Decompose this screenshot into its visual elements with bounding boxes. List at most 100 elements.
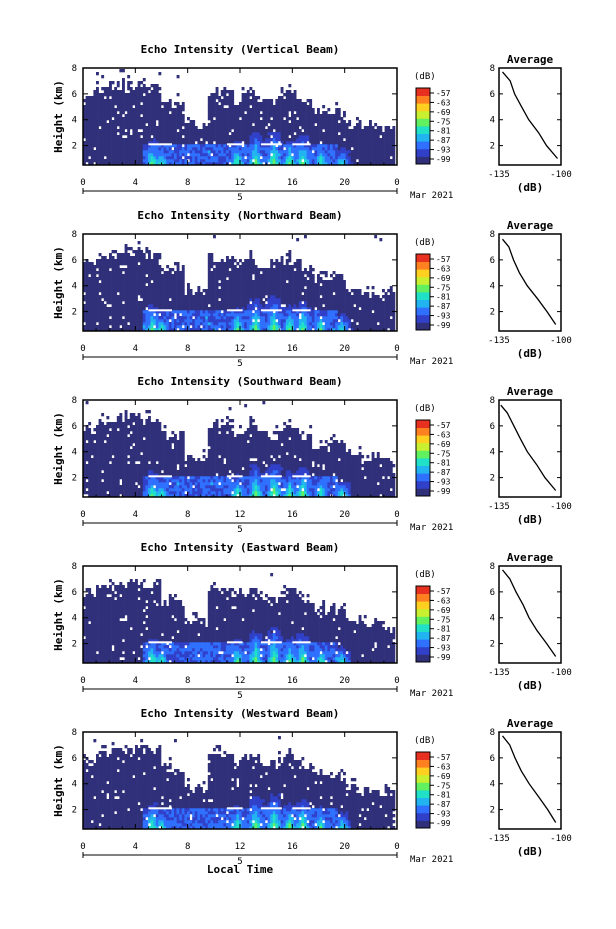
heatmap-cell [291,277,294,281]
heatmap-cell [376,132,380,136]
heatmap-cell [153,129,157,133]
heatmap-cell [348,292,352,296]
heatmap-cell [90,138,94,142]
heatmap-cell [278,319,281,323]
heatmap-cell [166,265,170,269]
heatmap-cell [153,310,157,314]
heatmap-cell [262,132,266,136]
heatmap-cell [296,238,300,242]
heatmap-cell [171,307,175,311]
heatmap-cell [298,129,302,133]
heatmap-cell [335,298,339,302]
heatmap-cell [267,141,271,145]
heatmap-cell [101,271,105,275]
heatmap-cell [168,313,172,317]
heatmap-cell [114,111,118,115]
heatmap-cell [174,301,177,305]
heatmap-cell [283,322,287,326]
heatmap-cell [340,120,344,124]
heatmap-cell [293,117,297,121]
heatmap-cell [155,147,159,151]
heatmap-cell [223,150,227,154]
y-tick-label: 2 [72,142,77,152]
heatmap-cell [124,256,128,260]
heatmap-cell [155,111,159,115]
heatmap-cell [335,135,339,139]
heatmap-cell [101,120,105,124]
heatmap-cell [189,153,193,157]
heatmap-cell [161,141,164,145]
heatmap-cell [265,138,268,142]
heatmap-cell [288,253,292,257]
heatmap-cell [103,280,107,284]
heatmap-cell [166,283,170,287]
heatmap-cell [332,283,336,287]
heatmap-cell [249,93,253,97]
heatmap-cell [111,325,115,329]
heatmap-cell [218,141,222,145]
heatmap-cell [127,159,131,163]
heatmap-cell [166,301,170,305]
heatmap-cell [168,150,172,154]
heatmap-cell [366,298,370,302]
heatmap-cell [361,307,365,311]
heatmap-cell [233,132,237,136]
heatmap-cell [127,141,131,145]
heatmap-cell [254,120,258,124]
heatmap-cell [158,298,162,302]
heatmap-cell [140,304,144,308]
heatmap-cell [275,153,279,157]
heatmap-cell [246,316,250,320]
heatmap-cell [319,123,323,127]
heatmap-cell [291,129,294,133]
heatmap-cell [317,153,320,157]
heatmap-cell [332,144,336,148]
heatmap-cell [330,129,333,133]
heatmap-cell [163,132,167,136]
heatmap-cell [317,295,320,299]
heatmap-cell [301,328,305,332]
heatmap-cell [181,289,185,293]
heatmap-cell [254,129,258,133]
heatmap-cell [103,150,107,154]
heatmap-cell [278,123,281,127]
heatmap-cell [215,144,219,148]
heatmap-cell [103,162,107,166]
heatmap-cell [241,295,245,299]
heatmap-cell [283,126,287,130]
heatmap-cell [114,250,118,254]
heatmap-cell [111,301,115,305]
heatmap-cell [142,292,146,296]
heatmap-cell [132,298,136,302]
heatmap-cell [304,132,307,136]
heatmap-cell [176,304,180,308]
heatmap-cell [335,129,339,133]
heatmap-cell [207,138,211,142]
heatmap-cell [132,123,136,127]
heatmap-cell [322,271,326,275]
heatmap-cell [150,144,154,148]
heatmap-cell [119,268,123,272]
heatmap-cell [176,295,180,299]
heatmap-cell [205,159,209,163]
heatmap-cell [267,280,271,284]
heatmap-cell [309,138,313,142]
heatmap-cell [246,93,250,97]
heatmap-cell [140,105,144,109]
heatmap-cell [257,268,261,272]
heatmap-cell [93,93,97,97]
heatmap-cell [153,301,157,305]
heatmap-cell [187,289,190,293]
heatmap-cell [340,123,344,127]
heatmap-cell [296,316,300,320]
heatmap-cell [296,108,300,112]
heatmap-cell [181,159,185,163]
heatmap-cell [288,277,292,281]
heatmap-cell [304,301,307,305]
heatmap-cell [106,156,110,160]
heatmap-cell [122,274,125,278]
heatmap-cell [101,135,105,139]
heatmap-cell [101,289,105,293]
heatmap-cell [231,328,235,332]
heatmap-cell [148,325,151,329]
